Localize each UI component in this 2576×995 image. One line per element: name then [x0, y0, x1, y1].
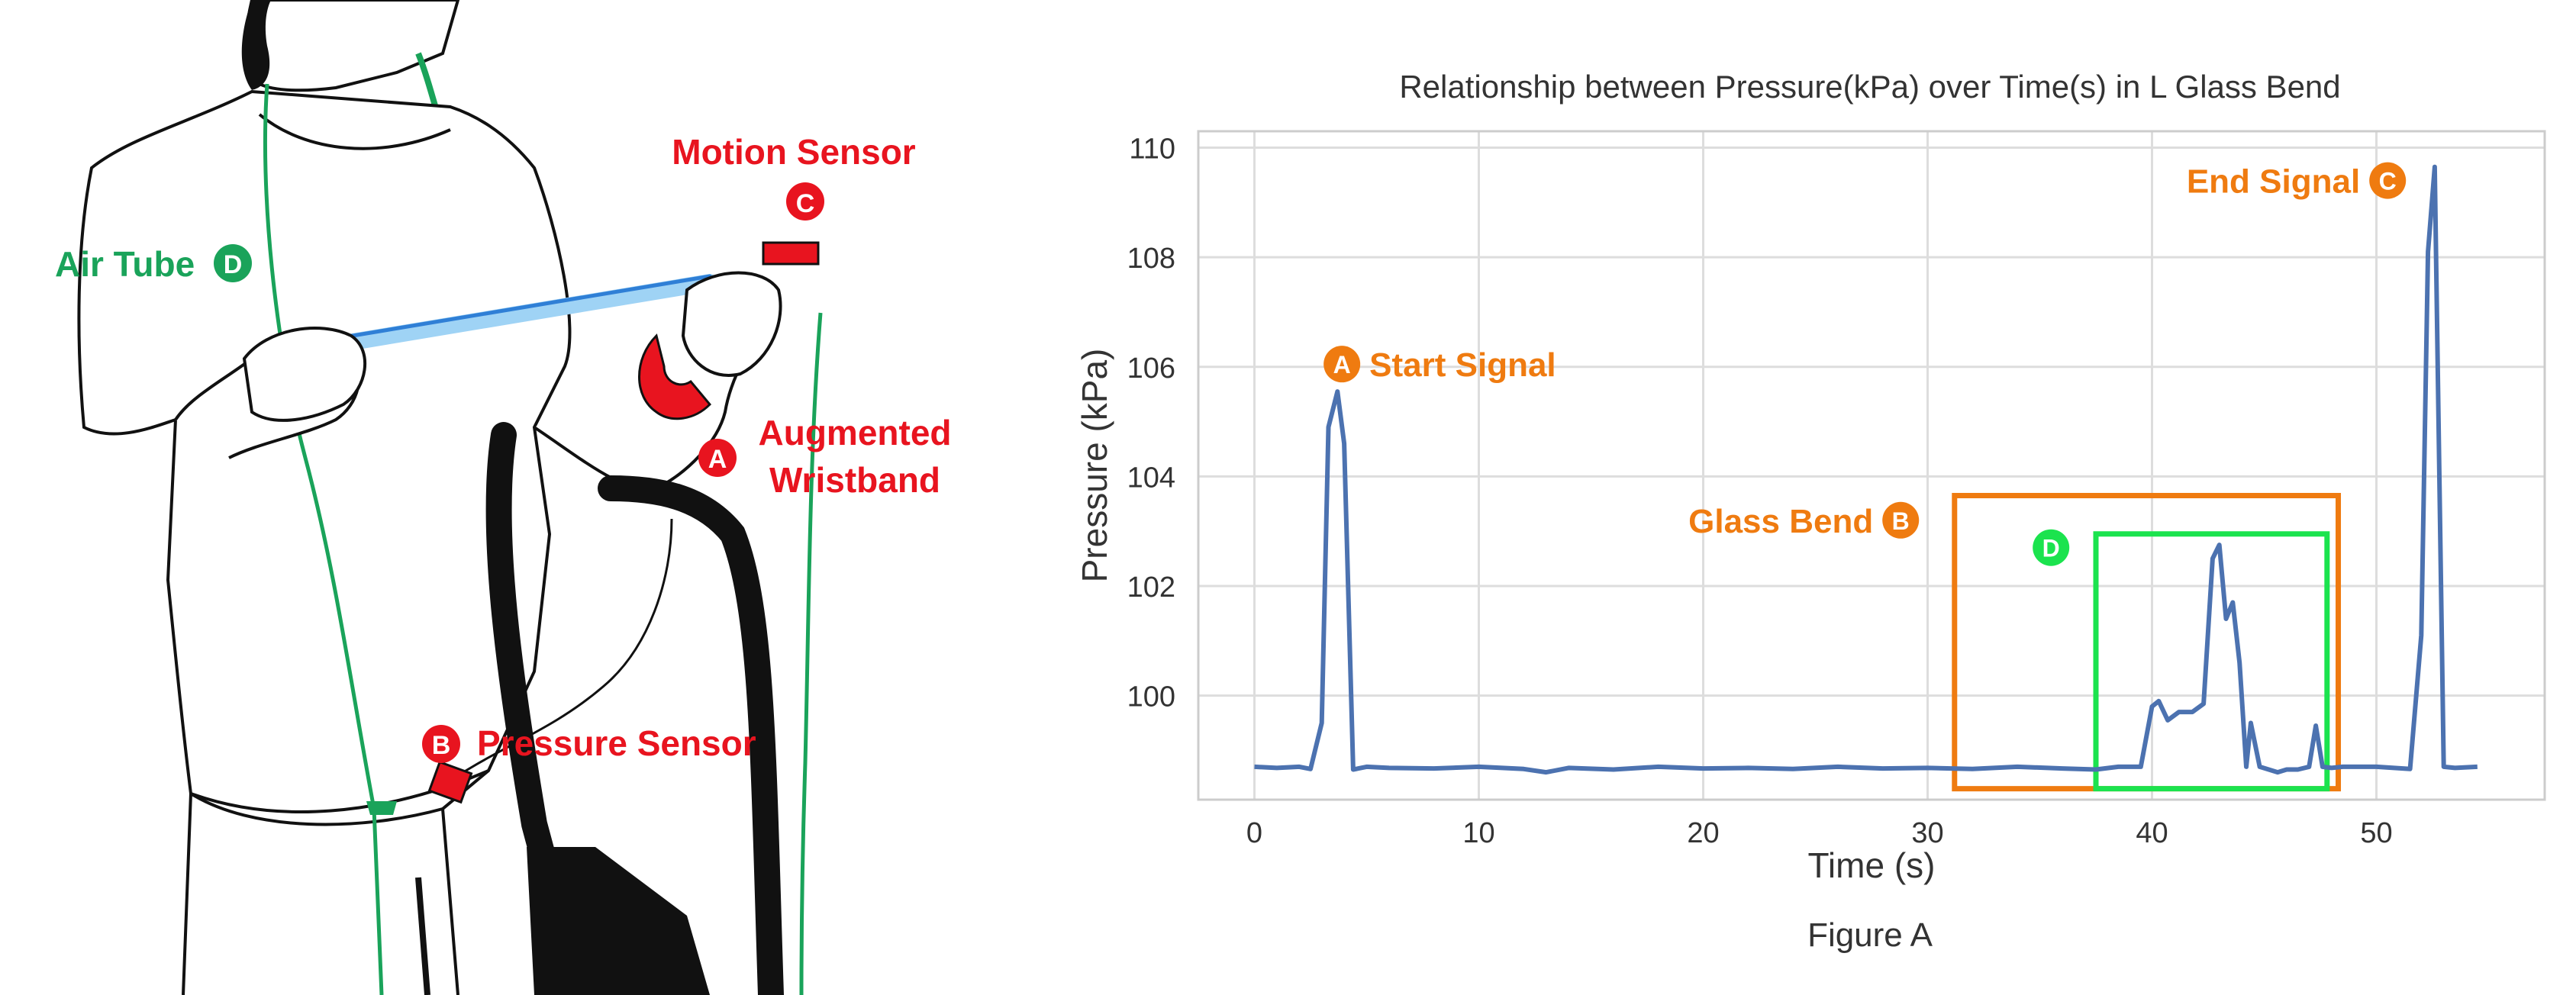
motion-sensor-device	[762, 241, 820, 266]
y-tick-label: 108	[1127, 243, 1175, 275]
hand-left	[242, 327, 367, 422]
grid	[1198, 131, 2545, 800]
y-tick-label: 100	[1127, 681, 1175, 713]
badge-a-illustration-letter: A	[708, 445, 727, 474]
badge-c-illustration	[786, 182, 824, 221]
badge-c-chart	[2369, 162, 2407, 199]
end-signal-label: End Signal	[2187, 163, 2360, 201]
badge-d-illustration-letter: D	[224, 250, 243, 279]
y-tick-label: 110	[1129, 134, 1175, 166]
highlight-regions	[1952, 492, 2342, 792]
glass-rod-edge	[341, 274, 712, 340]
hand-right	[681, 271, 782, 377]
badge-c-illustration-letter: C	[796, 189, 815, 218]
chart-title: Relationship between Pressure(kPa) over …	[1399, 69, 2340, 105]
badge-d-illustration	[214, 244, 252, 282]
glass-rod	[335, 274, 718, 352]
air-tube-right	[799, 312, 823, 995]
shirt-collar	[258, 113, 451, 150]
annotation-b: B Glass Bend	[1688, 501, 1920, 540]
tube-connector	[366, 801, 397, 815]
sensor-cable	[442, 518, 673, 787]
x-tick-label: 50	[2360, 817, 2392, 849]
annotation-d: D	[2033, 529, 2070, 566]
badge-b-chart	[1882, 501, 1920, 539]
walker-base	[527, 847, 710, 995]
series-line-pressure	[1254, 164, 2478, 775]
x-tick-label: 20	[1687, 817, 1719, 849]
x-tick-label: 0	[1246, 817, 1262, 849]
axis-ticks: 0 10 20 30 40 50 100 102 104 106 108 110	[1127, 134, 2393, 849]
walker-frame	[485, 422, 784, 995]
x-tick-label: 10	[1462, 817, 1494, 849]
annotation-c: C End Signal	[2187, 162, 2407, 201]
x-axis-label: Time (s)	[1808, 845, 1936, 885]
badge-b-illustration	[422, 725, 460, 763]
annotation-a: A Start Signal	[1323, 346, 1556, 384]
pressure-sensor-label: Pressure Sensor	[477, 723, 756, 763]
badge-b-chart-letter: B	[1892, 507, 1910, 535]
wearable-setup-illustration: Motion Sensor C Air Tube D A Augmented W…	[55, 0, 952, 995]
augmented-wristband-label-line2: Wristband	[769, 460, 940, 500]
person-legs	[182, 793, 459, 995]
start-signal-label: Start Signal	[1369, 346, 1556, 384]
y-axis-label: Pressure (kPa)	[1075, 349, 1114, 583]
badge-c-chart-letter: C	[2379, 168, 2397, 195]
badge-d-chart	[2033, 529, 2070, 566]
pressure-sensor-device	[427, 760, 473, 804]
series-layer	[1254, 164, 2478, 775]
motion-sensor-label: Motion Sensor	[672, 132, 916, 172]
x-tick-label: 40	[2136, 817, 2168, 849]
augmented-wristband-label-line1: Augmented	[759, 413, 952, 452]
x-tick-label: 30	[1911, 817, 1943, 849]
y-tick-label: 104	[1127, 462, 1175, 494]
annotations: A Start Signal B Glass Bend C End Signal D	[1323, 162, 2407, 566]
badge-a-chart-letter: A	[1333, 351, 1351, 378]
person-hair	[241, 0, 271, 90]
y-tick-label: 102	[1127, 572, 1175, 604]
cable-strap	[415, 877, 430, 995]
air-tube-left	[263, 83, 384, 995]
glass-bend-label: Glass Bend	[1688, 503, 1873, 540]
y-tick-label: 106	[1127, 353, 1175, 385]
plot-frame	[1197, 130, 2546, 801]
badge-a-chart	[1323, 346, 1361, 383]
badge-d-chart-letter: D	[2042, 535, 2060, 562]
air-tube-label: Air Tube	[55, 244, 195, 284]
augmented-wristband	[638, 333, 712, 420]
badge-a-illustration	[698, 439, 737, 477]
person-torso	[77, 89, 572, 826]
d-box	[2093, 531, 2330, 792]
badge-b-illustration-letter: B	[432, 731, 451, 760]
figure-caption: Figure A	[1807, 916, 1933, 954]
pressure-time-chart: Relationship between Pressure(kPa) over …	[1075, 69, 2546, 954]
